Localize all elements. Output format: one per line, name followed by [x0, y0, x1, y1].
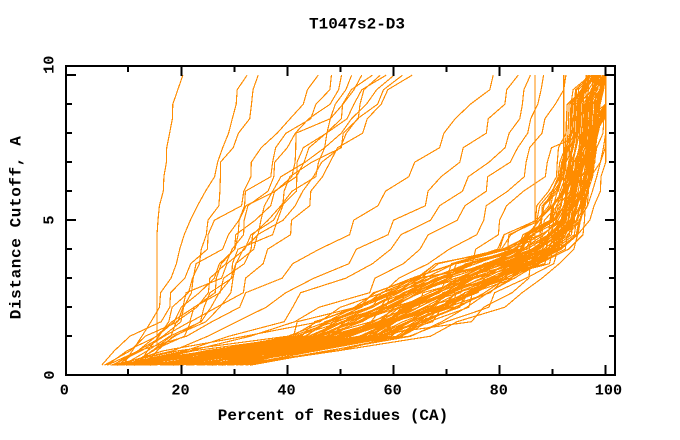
svg-text:20: 20: [171, 382, 189, 400]
svg-text:100: 100: [595, 382, 622, 400]
svg-text:T1047s2-D3: T1047s2-D3: [309, 16, 405, 34]
svg-text:0: 0: [60, 382, 69, 400]
svg-text:5: 5: [40, 215, 58, 224]
svg-text:10: 10: [41, 56, 59, 74]
svg-text:0: 0: [41, 370, 59, 379]
svg-text:Percent of Residues (CA): Percent of Residues (CA): [218, 407, 448, 425]
svg-text:Distance Cutoff, A: Distance Cutoff, A: [7, 136, 25, 320]
svg-text:60: 60: [383, 382, 401, 400]
svg-text:80: 80: [490, 382, 508, 400]
svg-text:40: 40: [277, 382, 295, 400]
